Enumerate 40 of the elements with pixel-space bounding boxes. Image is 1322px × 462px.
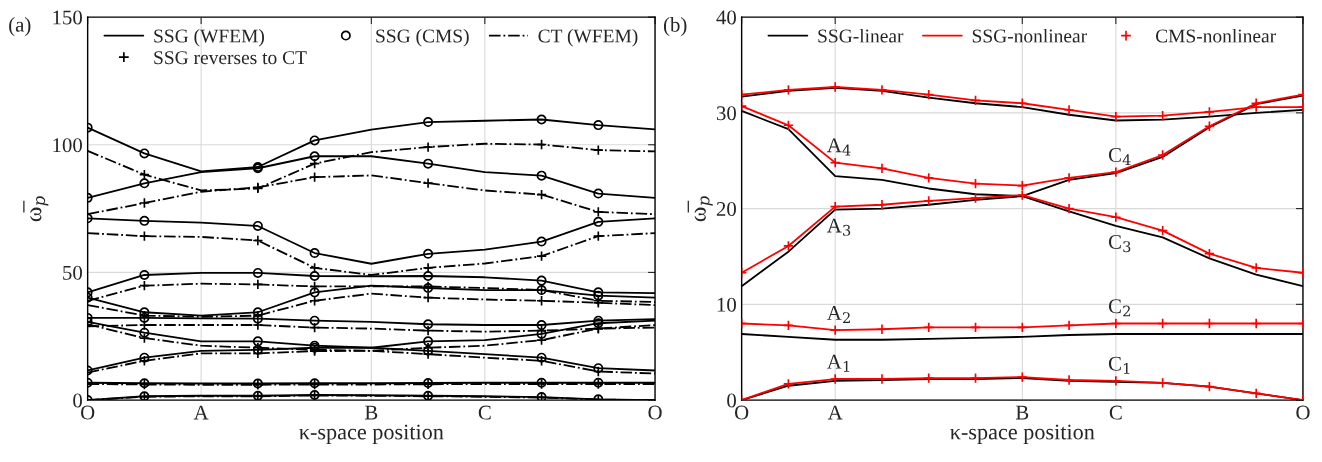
y-tick-label: 10 xyxy=(717,297,736,312)
x-tick-label: O xyxy=(1296,405,1310,420)
annotation: C$_{2}$ xyxy=(1108,299,1130,317)
x-tick-label: A xyxy=(193,405,209,420)
x-tick-label: B xyxy=(1015,405,1029,420)
y-tick-label: 100 xyxy=(53,138,82,153)
annotation: C$_{4}$ xyxy=(1108,147,1131,166)
y-tick-label: 150 xyxy=(53,10,82,25)
legend-label: SSG-nonlinear xyxy=(972,28,1087,43)
x-tick-label: C xyxy=(1109,405,1122,420)
y-tick-label: 30 xyxy=(716,106,736,121)
y-tick-label: 0 xyxy=(73,393,82,408)
y-tick-label: 40 xyxy=(716,10,736,25)
y-tick-label: 20 xyxy=(716,201,736,217)
chart-title: (b) xyxy=(663,17,687,36)
y-tick-label: 50 xyxy=(63,265,82,280)
annotation: A$_{3}$ xyxy=(826,218,851,236)
annotation: C$_{1}$ xyxy=(1108,356,1130,374)
x-axis-title: κ-space position xyxy=(299,424,444,444)
x-tick-label: O xyxy=(734,405,749,420)
annotation: A$_{1}$ xyxy=(826,354,850,372)
x-tick-label: O xyxy=(648,405,662,420)
legend-label: SSG (WFEM) xyxy=(154,28,264,47)
y-axis-title: ω̅$_{p}$ xyxy=(687,196,713,222)
chart-title: (a) xyxy=(9,17,31,36)
x-tick-label: C xyxy=(478,405,491,420)
legend-label: SSG (CMS) xyxy=(376,28,469,47)
annotation: C$_{3}$ xyxy=(1108,234,1131,253)
y-axis-title: ω̅$_{p}$ xyxy=(23,196,49,222)
legend-label: CT (WFEM) xyxy=(538,28,638,47)
annotation: A$_{2}$ xyxy=(826,305,850,323)
annotation: A$_{4}$ xyxy=(826,138,851,156)
x-tick-label: B xyxy=(365,405,378,420)
legend-label: SSG reverses to CT xyxy=(154,51,307,65)
y-tick-label: 0 xyxy=(727,393,736,408)
legend-label: CMS-nonlinear xyxy=(1155,28,1276,43)
x-tick-label: A xyxy=(827,405,843,420)
x-axis-title: κ-space position xyxy=(950,424,1095,444)
x-tick-label: O xyxy=(80,405,95,420)
legend-label: SSG-linear xyxy=(818,28,904,43)
